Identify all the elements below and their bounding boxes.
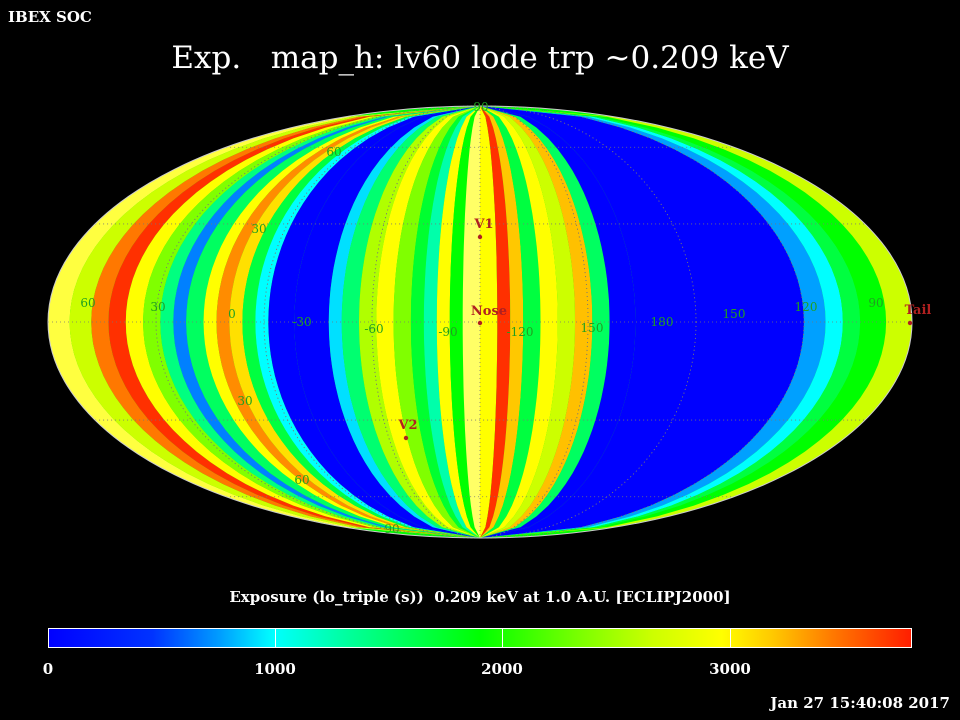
colorbar-tick [730, 628, 731, 648]
colorbar-tick [502, 628, 503, 648]
longitude-label: -90 [438, 325, 457, 339]
marker-dot-tail [907, 320, 913, 326]
marker-dot-nose [477, 320, 483, 326]
longitude-label: 150 [581, 321, 604, 335]
exposure-band [436, 106, 480, 538]
exposure-band [480, 106, 804, 538]
exposure-band [294, 106, 480, 538]
exposure-band [480, 106, 636, 538]
exposure-band [393, 106, 480, 538]
exposure-band [449, 106, 480, 538]
marker-dot-v2 [403, 435, 409, 441]
marker-label-tail: Tail [905, 303, 932, 318]
longitude-label: -60 [364, 322, 383, 336]
longitude-label: 90 [868, 296, 883, 310]
longitude-labels: 60 30 0 -30 -60 -90 -120 150 180 150 120 90 [80, 296, 883, 339]
map-markers: V1 Nose V2 Tail [397, 217, 932, 441]
longitude-label: -120 [507, 325, 534, 339]
latitude-label: 60 [294, 473, 309, 487]
exposure-band [480, 106, 575, 538]
map-border [47, 105, 913, 539]
marker-dot-v1 [477, 234, 483, 240]
exposure-band [480, 106, 524, 538]
exposure-band [480, 106, 593, 538]
longitude-label: 120 [795, 300, 818, 314]
longitude-label: 0 [228, 307, 236, 321]
longitude-label: 60 [80, 296, 95, 310]
colorbar-tick-0: 0 [42, 660, 54, 678]
exposure-band [480, 106, 541, 538]
longitude-label: 180 [651, 315, 674, 329]
latitude-labels: 90 60 30 30 60 90 [237, 100, 488, 536]
longitude-label: 30 [150, 300, 165, 314]
meridian-line [263, 105, 697, 539]
exposure-band [462, 106, 480, 538]
latitude-label: 90 [384, 522, 399, 536]
timestamp: Jan 27 15:40:08 2017 [770, 694, 950, 712]
exposure-band [376, 106, 480, 538]
colorbar-tick-2000: 2000 [481, 660, 523, 678]
colorbar [48, 628, 912, 648]
exposure-band [410, 106, 480, 538]
map-title: Exp. map_h: lv60 lode trp ~0.209 keV [171, 40, 789, 76]
exposure-band [423, 106, 480, 538]
longitude-label: 150 [723, 307, 746, 321]
latitude-label: 30 [237, 394, 252, 408]
exposure-band [480, 106, 558, 538]
latitude-label: 30 [251, 222, 266, 236]
latitude-label: 60 [326, 145, 341, 159]
exposure-band [480, 106, 511, 538]
marker-label-v1: V1 [473, 217, 493, 232]
marker-label-nose: Nose [471, 304, 507, 319]
colorbar-tick-3000: 3000 [709, 660, 751, 678]
colorbar-tick [275, 628, 276, 648]
ibex-soc-label: IBEX SOC [8, 8, 92, 26]
exposure-band [359, 106, 480, 538]
marker-label-v2: V2 [397, 418, 417, 433]
map-grid [47, 105, 913, 539]
latitude-label: 90 [473, 100, 488, 114]
colorbar-label: Exposure (lo_triple (s)) 0.209 keV at 1.… [229, 588, 731, 606]
longitude-label: -30 [292, 315, 311, 329]
colorbar-tick-1000: 1000 [254, 660, 296, 678]
